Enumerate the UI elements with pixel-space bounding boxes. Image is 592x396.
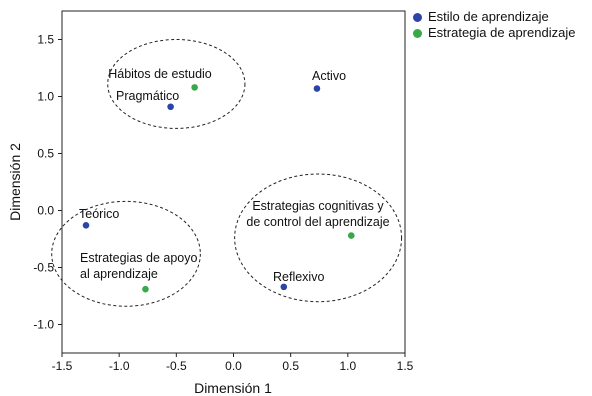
- y-tick-label: -1.0: [33, 318, 54, 332]
- axes: -1.5 -1.0 -0.5 0.0 0.5 1.0 1.5 -1.0 -0.5 0.0 0.5 1.…: [33, 33, 413, 374]
- legend-item-estilo: Estilo de aprendizaje: [413, 9, 575, 25]
- x-tick-label: 1.0: [339, 359, 356, 373]
- x-tick-label: -1.0: [109, 359, 130, 373]
- point-labels: Activo Pragmático Teórico Reflexivo Hábitos …: [79, 67, 390, 284]
- y-tick-label: 1.5: [37, 33, 54, 47]
- legend-item-estrategia: Estrategia de aprendizaje: [413, 25, 575, 41]
- data-point: [280, 283, 288, 291]
- cluster-ellipse: [234, 173, 403, 303]
- point-label: Activo: [312, 69, 346, 83]
- y-tick-label: 1.0: [37, 90, 54, 104]
- point-label: Teórico: [79, 207, 119, 221]
- x-tick-label: 1.5: [397, 359, 414, 373]
- legend-marker-estrategia: [413, 28, 422, 38]
- x-tick-label: 0.5: [282, 359, 299, 373]
- legend-marker-estilo: [413, 12, 422, 22]
- cluster-ellipse: [107, 39, 246, 129]
- legend-label-estrategia: Estrategia de aprendizaje: [428, 25, 576, 40]
- point-label: Pragmático: [116, 89, 179, 103]
- cluster-ellipse: [51, 200, 201, 307]
- data-point: [167, 103, 174, 111]
- y-tick-label: -0.5: [33, 261, 54, 275]
- x-tick-label: -0.5: [166, 359, 187, 373]
- point-label: Estrategias cognitivas y de control del a…: [246, 199, 389, 229]
- legend: Estilo de aprendizaje Estrategia de apre…: [413, 9, 575, 41]
- legend-label-estilo: Estilo de aprendizaje: [428, 9, 549, 24]
- x-axis-label: Dimensión 1: [194, 380, 272, 396]
- y-tick-label: 0.0: [37, 204, 54, 218]
- data-point: [82, 222, 90, 229]
- points-group: [82, 84, 355, 293]
- plot-frame: [61, 10, 406, 354]
- x-tick-label: -1.5: [52, 359, 73, 373]
- data-point: [142, 285, 149, 293]
- point-label: Hábitos de estudio: [108, 67, 212, 81]
- point-label: Estrategias de apoyo al aprendizaje: [80, 251, 197, 281]
- y-axis-label: Dimensión 2: [7, 143, 23, 221]
- data-point: [313, 85, 321, 92]
- cluster-group: [51, 39, 403, 307]
- x-tick-label: 0.0: [225, 359, 242, 373]
- data-point: [191, 84, 198, 91]
- data-point: [347, 232, 355, 239]
- y-tick-label: 0.5: [37, 147, 54, 161]
- point-label: Reflexivo: [273, 270, 324, 284]
